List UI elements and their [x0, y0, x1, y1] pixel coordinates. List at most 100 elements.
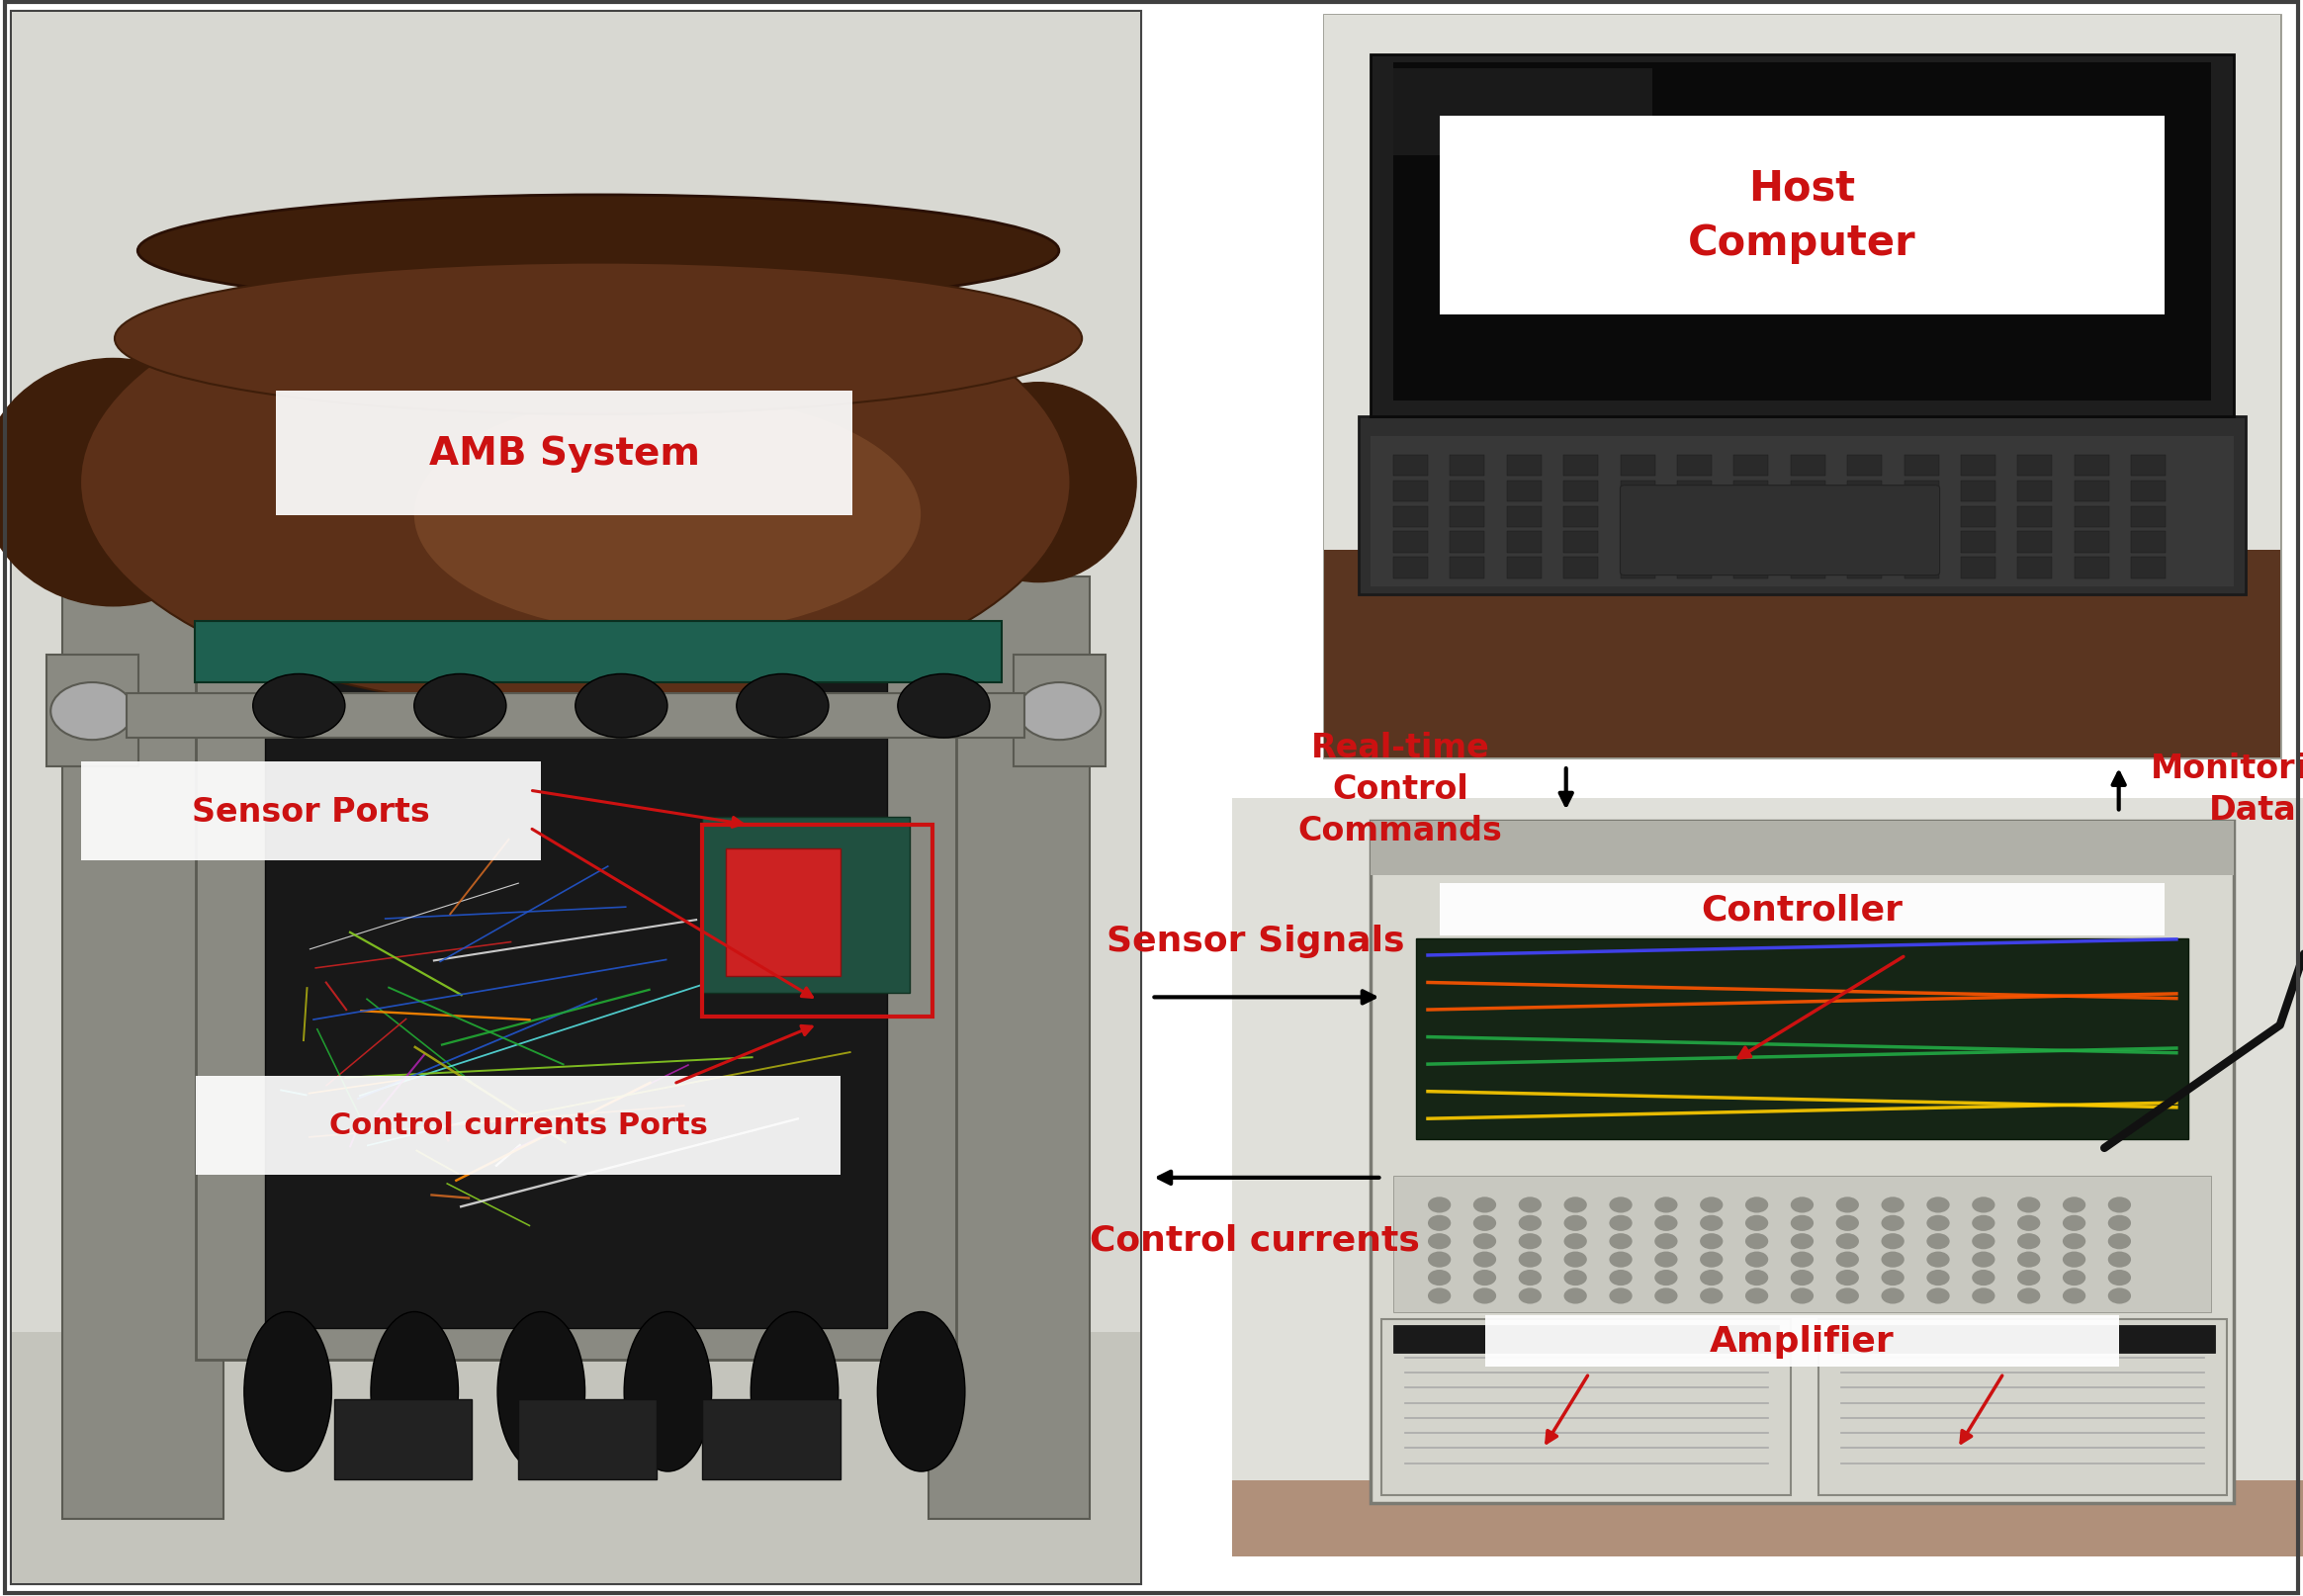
FancyBboxPatch shape — [1232, 1481, 2303, 1556]
FancyBboxPatch shape — [1232, 798, 2303, 1556]
Text: Controller: Controller — [1702, 892, 1902, 927]
FancyBboxPatch shape — [1960, 455, 1994, 477]
Circle shape — [1474, 1197, 1497, 1213]
FancyBboxPatch shape — [928, 578, 1089, 1519]
FancyBboxPatch shape — [12, 1333, 1140, 1583]
FancyBboxPatch shape — [1564, 506, 1598, 528]
FancyBboxPatch shape — [276, 391, 852, 516]
Circle shape — [1428, 1270, 1451, 1286]
FancyBboxPatch shape — [2017, 506, 2052, 528]
FancyBboxPatch shape — [1416, 938, 2188, 1140]
FancyBboxPatch shape — [1506, 480, 1541, 503]
Ellipse shape — [737, 675, 829, 739]
FancyBboxPatch shape — [1734, 531, 1769, 554]
FancyBboxPatch shape — [1564, 531, 1598, 554]
Circle shape — [1518, 1234, 1541, 1250]
Ellipse shape — [415, 396, 921, 635]
Circle shape — [1746, 1197, 1769, 1213]
Circle shape — [1746, 1251, 1769, 1267]
Circle shape — [1564, 1270, 1587, 1286]
FancyBboxPatch shape — [1792, 557, 1824, 579]
FancyBboxPatch shape — [2075, 531, 2110, 554]
Circle shape — [1928, 1234, 1951, 1250]
Circle shape — [1518, 1197, 1541, 1213]
FancyBboxPatch shape — [2075, 506, 2110, 528]
FancyBboxPatch shape — [2017, 531, 2052, 554]
Ellipse shape — [415, 675, 507, 739]
Circle shape — [1971, 1288, 1994, 1304]
FancyBboxPatch shape — [1960, 557, 1994, 579]
Circle shape — [1746, 1288, 1769, 1304]
Circle shape — [1835, 1215, 1859, 1231]
Text: AMB System: AMB System — [428, 434, 700, 472]
FancyBboxPatch shape — [2017, 557, 2052, 579]
Circle shape — [1928, 1270, 1951, 1286]
FancyBboxPatch shape — [1819, 1318, 2227, 1495]
Circle shape — [1882, 1197, 1905, 1213]
FancyBboxPatch shape — [1829, 1326, 2215, 1353]
FancyBboxPatch shape — [1905, 455, 1939, 477]
Circle shape — [1474, 1251, 1497, 1267]
Circle shape — [1700, 1251, 1723, 1267]
FancyBboxPatch shape — [62, 578, 223, 1519]
Circle shape — [1474, 1234, 1497, 1250]
Ellipse shape — [898, 675, 990, 739]
FancyBboxPatch shape — [1359, 417, 2245, 595]
Circle shape — [1928, 1215, 1951, 1231]
Circle shape — [2063, 1251, 2087, 1267]
Circle shape — [1428, 1251, 1451, 1267]
FancyBboxPatch shape — [1393, 1326, 1778, 1353]
Circle shape — [2017, 1251, 2040, 1267]
Circle shape — [1518, 1215, 1541, 1231]
FancyBboxPatch shape — [2130, 531, 2165, 554]
Circle shape — [2107, 1288, 2130, 1304]
Circle shape — [1971, 1197, 1994, 1213]
Circle shape — [1882, 1270, 1905, 1286]
FancyBboxPatch shape — [1485, 1315, 2119, 1366]
Circle shape — [1654, 1251, 1677, 1267]
FancyBboxPatch shape — [1370, 437, 2234, 587]
Text: Sensor Signals: Sensor Signals — [1105, 924, 1405, 958]
FancyBboxPatch shape — [1439, 117, 2165, 316]
FancyBboxPatch shape — [1960, 506, 1994, 528]
Circle shape — [1564, 1288, 1587, 1304]
FancyBboxPatch shape — [1905, 531, 1939, 554]
FancyBboxPatch shape — [1393, 557, 1428, 579]
Ellipse shape — [0, 359, 246, 606]
Circle shape — [1610, 1288, 1633, 1304]
Circle shape — [1835, 1288, 1859, 1304]
Ellipse shape — [497, 1312, 585, 1472]
Circle shape — [2107, 1234, 2130, 1250]
Ellipse shape — [940, 383, 1135, 583]
FancyBboxPatch shape — [1847, 480, 1882, 503]
FancyBboxPatch shape — [2130, 557, 2165, 579]
Circle shape — [1654, 1215, 1677, 1231]
Ellipse shape — [253, 675, 345, 739]
Circle shape — [1564, 1234, 1587, 1250]
FancyBboxPatch shape — [196, 559, 956, 1360]
FancyBboxPatch shape — [1734, 480, 1769, 503]
FancyBboxPatch shape — [1792, 506, 1824, 528]
Circle shape — [1654, 1197, 1677, 1213]
Circle shape — [1882, 1288, 1905, 1304]
Circle shape — [1746, 1234, 1769, 1250]
FancyBboxPatch shape — [1393, 69, 1654, 156]
Circle shape — [1428, 1288, 1451, 1304]
Circle shape — [1835, 1270, 1859, 1286]
Circle shape — [2107, 1251, 2130, 1267]
Text: Amplifier: Amplifier — [1709, 1325, 1895, 1358]
Circle shape — [1971, 1234, 1994, 1250]
Circle shape — [1792, 1270, 1815, 1286]
Circle shape — [1428, 1234, 1451, 1250]
FancyBboxPatch shape — [1621, 485, 1939, 576]
FancyBboxPatch shape — [1621, 531, 1656, 554]
Circle shape — [1610, 1251, 1633, 1267]
FancyBboxPatch shape — [1564, 480, 1598, 503]
Circle shape — [1518, 1251, 1541, 1267]
Circle shape — [1474, 1215, 1497, 1231]
Circle shape — [1610, 1215, 1633, 1231]
FancyBboxPatch shape — [1451, 531, 1485, 554]
FancyBboxPatch shape — [1393, 455, 1428, 477]
Circle shape — [2107, 1270, 2130, 1286]
FancyBboxPatch shape — [1506, 531, 1541, 554]
